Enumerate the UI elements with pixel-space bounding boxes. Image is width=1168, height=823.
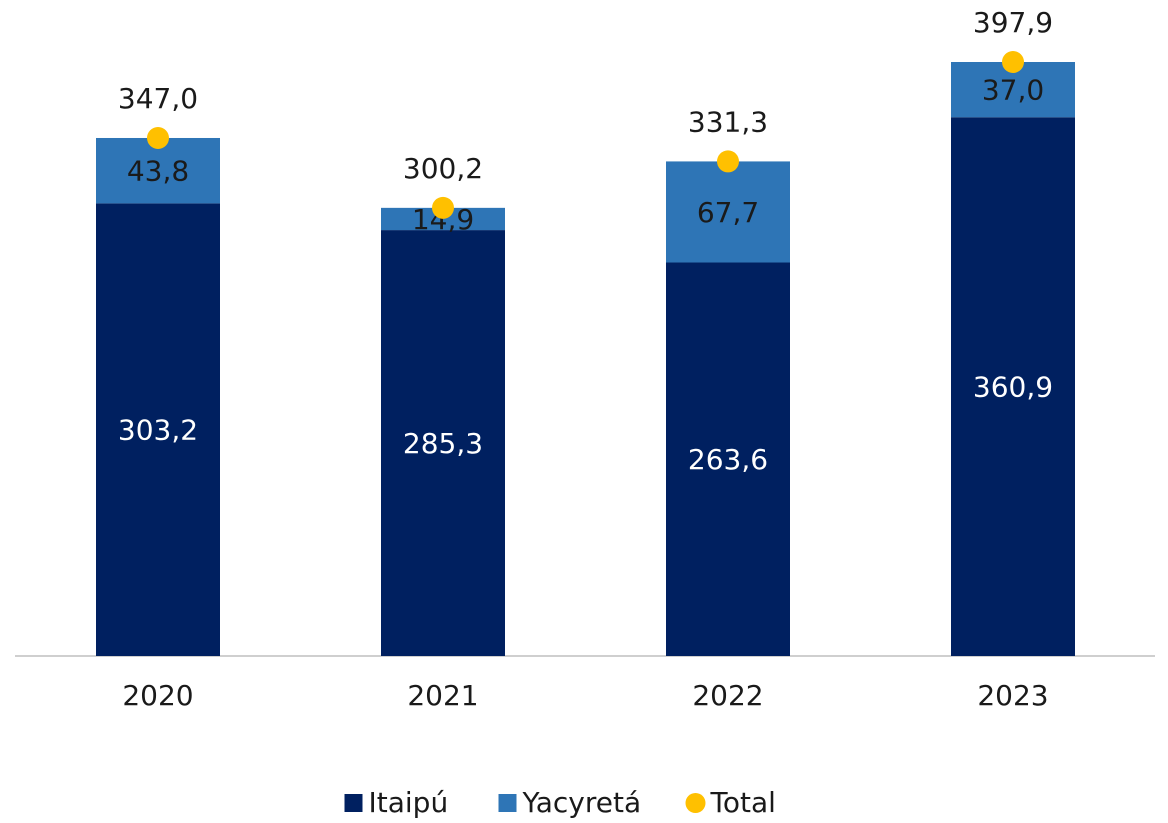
total-marker: [432, 197, 454, 219]
data-label: 360,9: [973, 371, 1053, 404]
legend-marker: [345, 794, 363, 812]
legend-label: Itaipú: [369, 786, 449, 819]
legend-marker: [499, 794, 517, 812]
data-label: 397,9: [973, 6, 1053, 39]
x-tick-label: 2023: [977, 679, 1048, 712]
data-label: 263,6: [688, 443, 768, 476]
total-marker: [147, 127, 169, 149]
data-label: 347,0: [118, 82, 198, 115]
x-tick-label: 2021: [407, 679, 478, 712]
data-label: 37,0: [982, 74, 1044, 107]
data-label: 285,3: [403, 427, 483, 460]
data-label: 67,7: [697, 196, 759, 229]
x-tick-label: 2020: [122, 679, 193, 712]
total-marker: [717, 150, 739, 172]
chart: 2020303,243,8347,02021285,314,9300,22022…: [0, 0, 1168, 819]
legend-label: Total: [710, 786, 776, 819]
data-label: 43,8: [127, 155, 189, 188]
legend-label: Yacyretá: [522, 786, 642, 819]
x-tick-label: 2022: [692, 679, 763, 712]
data-label: 303,2: [118, 414, 198, 447]
data-label: 300,2: [403, 152, 483, 185]
total-marker: [1002, 51, 1024, 73]
data-label: 331,3: [688, 105, 768, 138]
legend-marker: [686, 793, 706, 813]
